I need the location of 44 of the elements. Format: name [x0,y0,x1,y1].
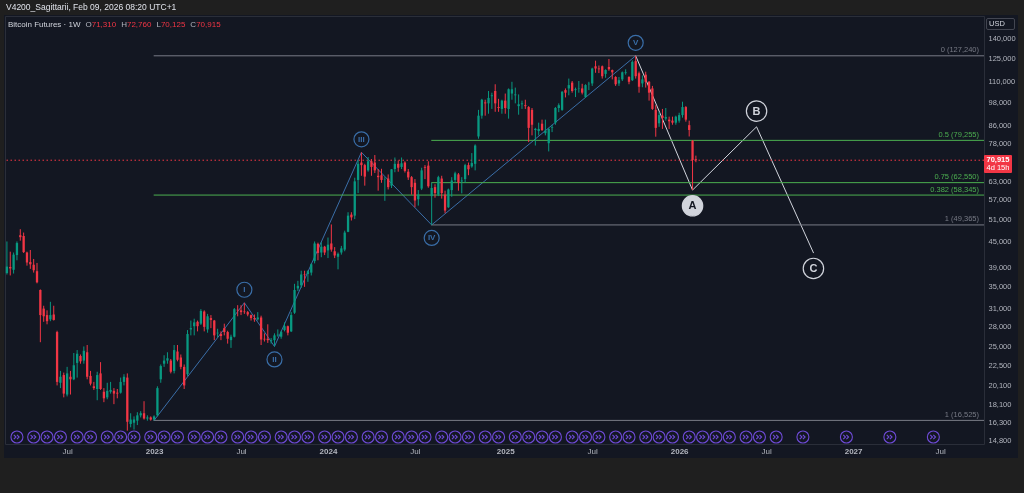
x-tick-label: 2026 [670,446,690,456]
candlestick [624,68,627,76]
annotation: B [752,104,761,117]
x-tick-label: 2024 [319,446,338,456]
candlestick [239,304,243,316]
x-tick-label: 2027 [844,446,864,456]
x-tick-label: Jul [410,446,421,456]
candlestick [69,370,72,396]
x-tick-label: Jul [236,446,247,456]
annotation: V [633,38,640,48]
candlestick [661,108,664,130]
line-series [635,55,814,254]
x-tick-label: Jul [62,446,73,456]
x-tick-label: 2025 [496,446,516,456]
candlestick [49,301,52,322]
x-tick-label: Jul [761,446,772,456]
candlestick [269,337,273,345]
candlestick [313,240,316,264]
x-tick-label: Jul [935,446,946,456]
candlestick [330,223,333,253]
candlestick [363,163,366,187]
line-series [153,55,637,421]
candlestick [517,93,520,116]
candlestick [253,313,256,323]
annotation: C [809,261,818,274]
annotation: II [272,354,277,364]
text: V4200_Sagittarii, Feb 09, 2026 08:20 UTC+1 [6,2,177,12]
candlestick [22,232,25,254]
x-tick-label: Jul [587,446,599,456]
candlestick [487,90,490,115]
candlestick [534,127,537,147]
annotation: IV [427,233,437,243]
candlestick [65,366,69,397]
x-tick-label: 2023 [145,446,165,456]
annotation: A [688,199,697,212]
chart-title: Bitcoin Futures · 1W [8,20,81,29]
candlestick [437,175,440,197]
annotation: III [358,134,365,144]
annotation: I [243,285,246,295]
candlestick [490,92,494,110]
chart-subtitle: O71,310 H72,760 L70,125 C70,915 [85,20,221,29]
candlestick [420,167,423,191]
candlestick [206,313,209,334]
candlestick [484,99,487,117]
